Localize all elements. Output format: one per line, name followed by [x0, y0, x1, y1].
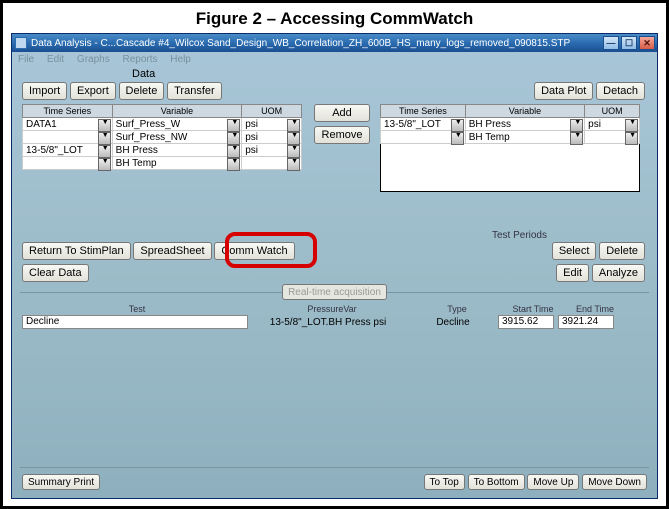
data-section-label: Data: [132, 68, 155, 80]
menu-edit[interactable]: Edit: [47, 54, 64, 65]
window-title: Data Analysis - C...Cascade #4_Wilcox Sa…: [31, 38, 603, 49]
menubar: File Edit Graphs Reports Help: [12, 52, 657, 68]
import-button[interactable]: Import: [22, 82, 67, 100]
delete2-button[interactable]: Delete: [599, 242, 645, 260]
transfer-button[interactable]: Transfer: [167, 82, 222, 100]
titlebar: Data Analysis - C...Cascade #4_Wilcox Sa…: [12, 34, 657, 52]
start-time-input[interactable]: 3915.62: [498, 315, 554, 329]
clear-data-button[interactable]: Clear Data: [22, 264, 89, 282]
realtime-acquisition-button: Real-time acquisition: [282, 284, 387, 300]
data-plot-button[interactable]: Data Plot: [534, 82, 593, 100]
menu-graphs[interactable]: Graphs: [77, 54, 110, 65]
test-name-input[interactable]: Decline: [22, 315, 248, 329]
col-uom: UOM: [585, 105, 640, 118]
to-bottom-button[interactable]: To Bottom: [468, 474, 525, 490]
col-variable: Variable: [112, 105, 242, 118]
return-stimplan-button[interactable]: Return To StimPlan: [22, 242, 131, 260]
col-uom: UOM: [242, 105, 302, 118]
end-time-input[interactable]: 3921.24: [558, 315, 614, 329]
edit-button[interactable]: Edit: [556, 264, 589, 282]
col-pressurevar: PressureVar: [252, 304, 412, 314]
col-end: End Time: [564, 304, 626, 314]
to-top-button[interactable]: To Top: [424, 474, 465, 490]
col-start: Start Time: [502, 304, 564, 314]
col-timeseries: Time Series: [23, 105, 113, 118]
app-window: Data Analysis - C...Cascade #4_Wilcox Sa…: [11, 33, 658, 499]
commwatch-button[interactable]: Comm Watch: [214, 242, 294, 260]
menu-reports[interactable]: Reports: [123, 54, 158, 65]
table-row[interactable]: Surf_Press_NWpsi: [23, 131, 302, 144]
maximize-button[interactable]: ☐: [621, 36, 637, 50]
figure-title: Figure 2 – Accessing CommWatch: [11, 9, 658, 29]
table-row[interactable]: BH Temp: [23, 157, 302, 170]
table-row[interactable]: 13-5/8"_LOTBH Presspsi: [381, 118, 640, 131]
type-value: Decline: [408, 317, 498, 328]
add-button[interactable]: Add: [314, 104, 370, 122]
analyze-button[interactable]: Analyze: [592, 264, 645, 282]
select-button[interactable]: Select: [552, 242, 597, 260]
left-data-table[interactable]: Time Series Variable UOM DATA1Surf_Press…: [22, 104, 302, 170]
table-row[interactable]: BH Temp: [381, 131, 640, 144]
pressurevar-value: 13-5/8"_LOT.BH Press psi: [248, 317, 408, 328]
move-up-button[interactable]: Move Up: [527, 474, 579, 490]
minimize-button[interactable]: —: [603, 36, 619, 50]
table-row[interactable]: DATA1Surf_Press_Wpsi: [23, 118, 302, 131]
move-down-button[interactable]: Move Down: [582, 474, 647, 490]
close-button[interactable]: ✕: [639, 36, 655, 50]
app-icon: [15, 37, 27, 49]
table-row[interactable]: 13-5/8"_LOTBH Presspsi: [23, 144, 302, 157]
remove-button[interactable]: Remove: [314, 126, 370, 144]
detach-button[interactable]: Detach: [596, 82, 645, 100]
summary-print-button[interactable]: Summary Print: [22, 474, 100, 490]
menu-file[interactable]: File: [18, 54, 34, 65]
col-test: Test: [22, 304, 252, 314]
test-periods-label: Test Periods: [492, 230, 547, 241]
col-type: Type: [412, 304, 502, 314]
col-timeseries: Time Series: [381, 105, 466, 118]
right-data-table[interactable]: Time Series Variable UOM 13-5/8"_LOTBH P…: [380, 104, 640, 144]
menu-help[interactable]: Help: [170, 54, 191, 65]
delete-button[interactable]: Delete: [119, 82, 165, 100]
export-button[interactable]: Export: [70, 82, 116, 100]
col-variable: Variable: [465, 105, 584, 118]
spreadsheet-button[interactable]: SpreadSheet: [133, 242, 211, 260]
